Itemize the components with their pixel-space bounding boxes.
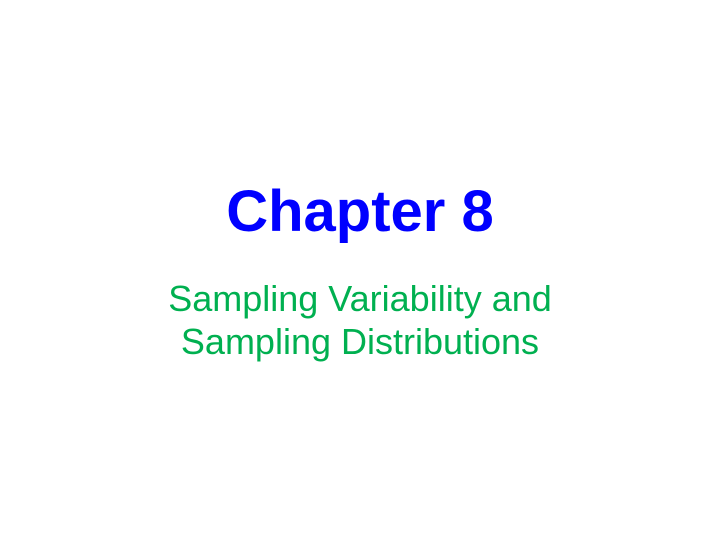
subtitle-line-2: Sampling Distributions bbox=[168, 320, 552, 363]
slide-subtitle: Sampling Variability and Sampling Distri… bbox=[168, 277, 552, 363]
subtitle-line-1: Sampling Variability and bbox=[168, 277, 552, 320]
slide-title: Chapter 8 bbox=[226, 177, 494, 247]
